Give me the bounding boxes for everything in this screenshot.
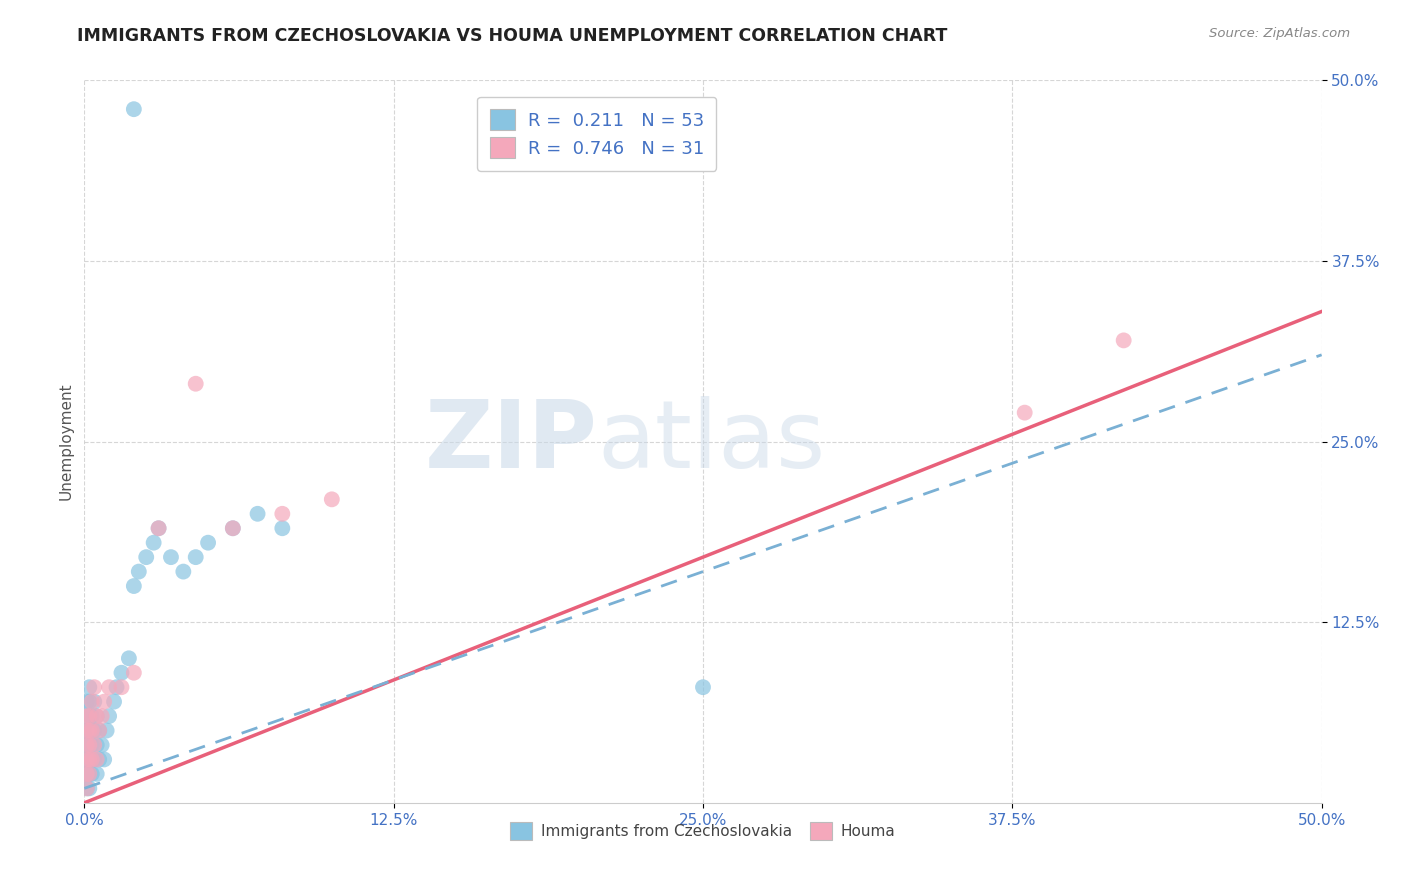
Point bbox=[76, 723, 98, 738]
Point bbox=[89, 723, 111, 738]
Point bbox=[148, 521, 170, 535]
Point bbox=[98, 680, 121, 694]
Point bbox=[86, 709, 108, 723]
Point bbox=[76, 738, 98, 752]
Point bbox=[76, 738, 98, 752]
Point bbox=[98, 709, 121, 723]
Point bbox=[246, 507, 269, 521]
Point bbox=[80, 723, 103, 738]
Point bbox=[321, 492, 343, 507]
Point bbox=[90, 738, 112, 752]
Point bbox=[79, 723, 101, 738]
Point bbox=[122, 102, 145, 116]
Point bbox=[80, 767, 103, 781]
Point bbox=[86, 752, 108, 766]
Point bbox=[80, 752, 103, 766]
Point bbox=[76, 752, 98, 766]
Point bbox=[692, 680, 714, 694]
Point bbox=[86, 767, 108, 781]
Point bbox=[79, 723, 101, 738]
Point bbox=[89, 723, 111, 738]
Point bbox=[79, 767, 101, 781]
Point bbox=[80, 709, 103, 723]
Point bbox=[79, 752, 101, 766]
Point bbox=[83, 752, 105, 766]
Point bbox=[118, 651, 141, 665]
Point bbox=[79, 738, 101, 752]
Point bbox=[79, 781, 101, 796]
Legend: Immigrants from Czechoslovakia, Houma: Immigrants from Czechoslovakia, Houma bbox=[505, 816, 901, 846]
Y-axis label: Unemployment: Unemployment bbox=[58, 383, 73, 500]
Point bbox=[76, 781, 98, 796]
Point bbox=[79, 752, 101, 766]
Point bbox=[76, 723, 98, 738]
Point bbox=[76, 767, 98, 781]
Point bbox=[80, 752, 103, 766]
Point bbox=[271, 521, 294, 535]
Point bbox=[110, 665, 132, 680]
Point bbox=[80, 738, 103, 752]
Point bbox=[79, 680, 101, 694]
Point bbox=[122, 579, 145, 593]
Point bbox=[135, 550, 157, 565]
Point bbox=[83, 695, 105, 709]
Point bbox=[80, 695, 103, 709]
Point bbox=[222, 521, 245, 535]
Point bbox=[184, 376, 207, 391]
Point bbox=[148, 521, 170, 535]
Point bbox=[86, 709, 108, 723]
Point bbox=[79, 738, 101, 752]
Point bbox=[160, 550, 183, 565]
Point bbox=[76, 752, 98, 766]
Point bbox=[79, 695, 101, 709]
Point bbox=[79, 709, 101, 723]
Point bbox=[172, 565, 194, 579]
Point bbox=[197, 535, 219, 549]
Point bbox=[89, 752, 111, 766]
Point bbox=[76, 781, 98, 796]
Point bbox=[76, 752, 98, 766]
Point bbox=[83, 723, 105, 738]
Point bbox=[79, 767, 101, 781]
Point bbox=[122, 665, 145, 680]
Point bbox=[103, 695, 125, 709]
Text: atlas: atlas bbox=[598, 395, 827, 488]
Point bbox=[76, 709, 98, 723]
Point bbox=[86, 738, 108, 752]
Point bbox=[76, 767, 98, 781]
Point bbox=[142, 535, 165, 549]
Text: Source: ZipAtlas.com: Source: ZipAtlas.com bbox=[1209, 27, 1350, 40]
Point bbox=[110, 680, 132, 694]
Point bbox=[222, 521, 245, 535]
Point bbox=[90, 709, 112, 723]
Point bbox=[83, 738, 105, 752]
Point bbox=[128, 565, 150, 579]
Point bbox=[105, 680, 128, 694]
Point bbox=[76, 767, 98, 781]
Point bbox=[1112, 334, 1135, 348]
Point bbox=[76, 695, 98, 709]
Point bbox=[96, 723, 118, 738]
Point bbox=[76, 738, 98, 752]
Point bbox=[271, 507, 294, 521]
Point bbox=[93, 752, 115, 766]
Point bbox=[93, 695, 115, 709]
Point bbox=[79, 709, 101, 723]
Point bbox=[83, 680, 105, 694]
Point bbox=[184, 550, 207, 565]
Point bbox=[1014, 406, 1036, 420]
Point bbox=[80, 723, 103, 738]
Text: ZIP: ZIP bbox=[425, 395, 598, 488]
Text: IMMIGRANTS FROM CZECHOSLOVAKIA VS HOUMA UNEMPLOYMENT CORRELATION CHART: IMMIGRANTS FROM CZECHOSLOVAKIA VS HOUMA … bbox=[77, 27, 948, 45]
Point bbox=[76, 709, 98, 723]
